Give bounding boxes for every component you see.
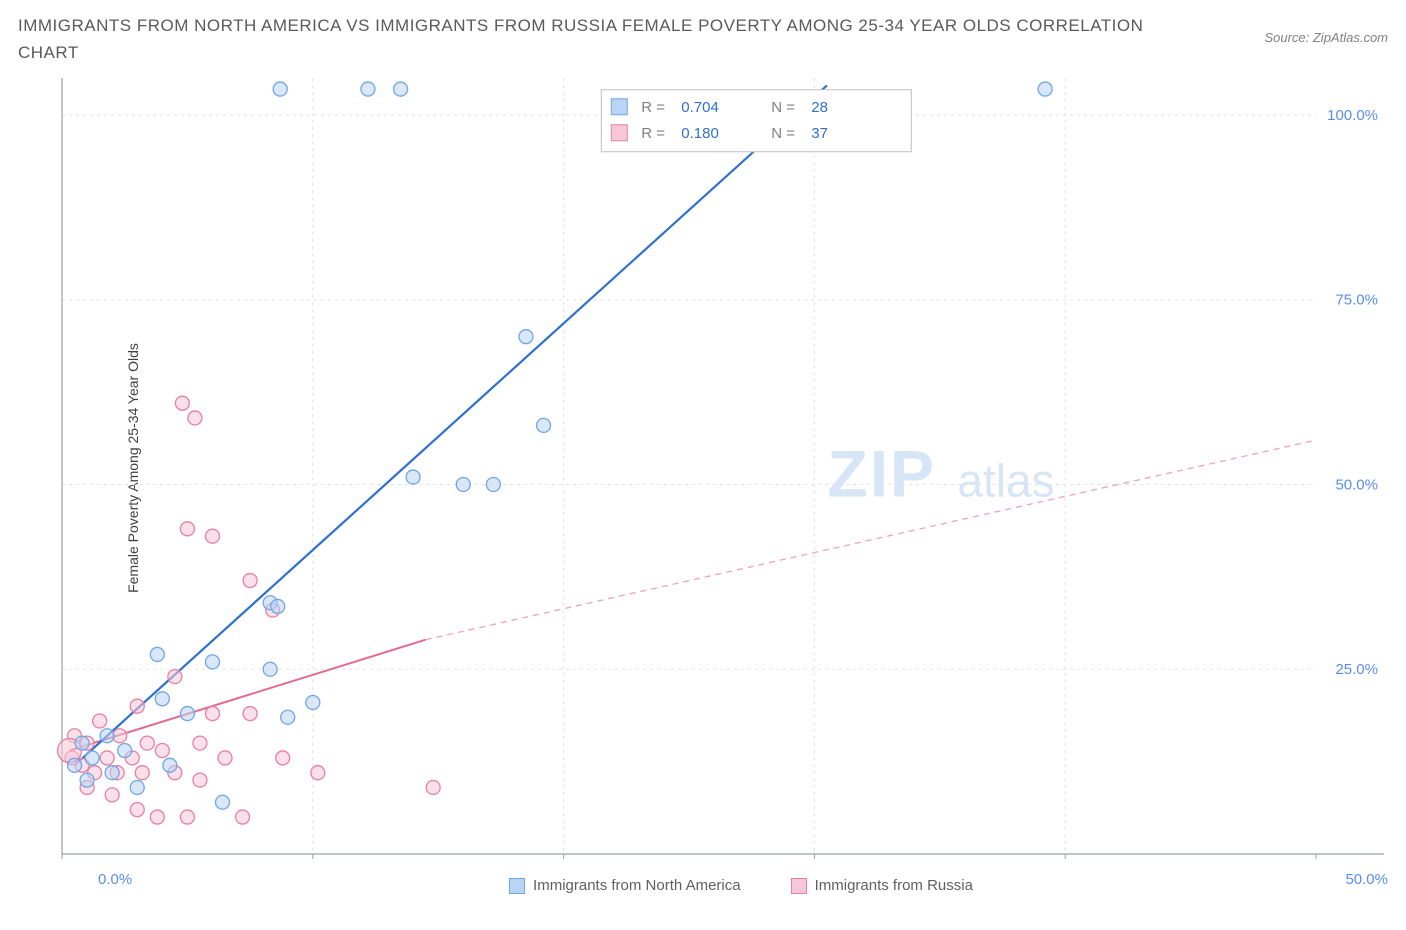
chart-svg: 25.0% 50.0% 75.0% 100.0% ZIP atlas R = 0.704 N =… <box>56 70 1386 860</box>
legend-swatch-russia <box>791 878 807 894</box>
svg-text:0.180: 0.180 <box>681 125 719 142</box>
legend-swatch-north-america <box>509 878 525 894</box>
footer-legend: Immigrants from North America Immigrants… <box>94 877 1388 894</box>
svg-text:R =: R = <box>641 99 665 116</box>
svg-text:28: 28 <box>811 99 828 116</box>
chart-container: Female Poverty Among 25-34 Year Olds 25.… <box>18 70 1388 865</box>
x-axis-max-label: 50.0% <box>1345 871 1388 888</box>
chart-title: IMMIGRANTS FROM NORTH AMERICA VS IMMIGRA… <box>18 12 1168 66</box>
svg-text:25.0%: 25.0% <box>1335 662 1378 679</box>
svg-text:N =: N = <box>771 99 795 116</box>
legend-item-north-america: Immigrants from North America <box>509 877 741 894</box>
legend-item-russia: Immigrants from Russia <box>791 877 973 894</box>
svg-text:50.0%: 50.0% <box>1335 477 1378 494</box>
chart-header: IMMIGRANTS FROM NORTH AMERICA VS IMMIGRA… <box>18 12 1388 66</box>
svg-text:0.704: 0.704 <box>681 99 719 116</box>
x-axis-row: 0.0% Immigrants from North America Immig… <box>56 871 1388 893</box>
svg-text:100.0%: 100.0% <box>1327 107 1378 124</box>
legend-label-north-america: Immigrants from North America <box>533 877 741 894</box>
svg-text:ZIP: ZIP <box>827 437 936 511</box>
svg-text:N =: N = <box>771 125 795 142</box>
svg-text:R =: R = <box>641 125 665 142</box>
source-attribution: Source: ZipAtlas.com <box>1264 30 1388 45</box>
legend-label-russia: Immigrants from Russia <box>815 877 973 894</box>
svg-text:75.0%: 75.0% <box>1335 292 1378 309</box>
scatter-plot: 25.0% 50.0% 75.0% 100.0% ZIP atlas R = 0.704 N =… <box>56 70 1388 865</box>
svg-text:atlas: atlas <box>957 455 1054 507</box>
svg-text:37: 37 <box>811 125 828 142</box>
